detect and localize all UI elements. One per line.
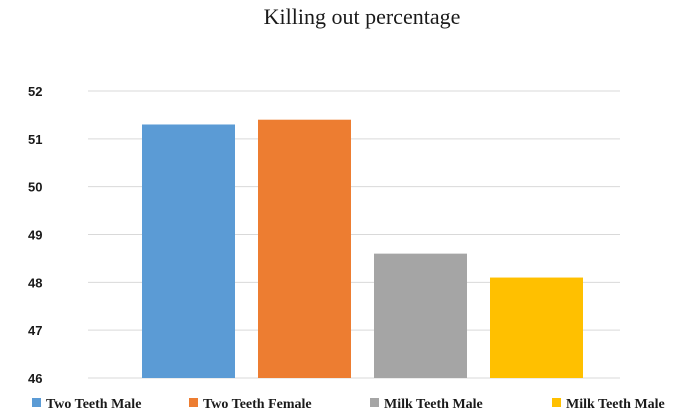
y-tick-label: 52	[28, 84, 42, 99]
legend: Two Teeth Male Two Teeth Female Milk Teeth…	[32, 397, 665, 412]
y-tick-label: 47	[28, 323, 42, 338]
legend-label: Two Teeth Female	[203, 397, 312, 412]
legend-label: Two Teeth Male	[46, 397, 141, 412]
bar	[142, 124, 235, 378]
legend-swatch	[32, 398, 41, 407]
bar	[258, 119, 351, 378]
y-tick-label: 48	[28, 275, 42, 290]
y-tick-label: 46	[28, 371, 42, 386]
legend-swatch	[370, 398, 379, 407]
bar	[374, 253, 467, 378]
legend-label: Milk Teeth Male	[566, 397, 665, 412]
legend-swatch	[552, 398, 561, 407]
y-tick-label: 49	[28, 228, 42, 243]
bars	[142, 119, 583, 378]
chart-title: Killing out percentage	[264, 4, 461, 29]
y-tick-label: 50	[28, 180, 42, 195]
y-axis: 46 47 48 49 50 51 52	[28, 84, 42, 386]
legend-swatch	[189, 398, 198, 407]
y-tick-label: 51	[28, 132, 42, 147]
bar	[490, 277, 583, 378]
legend-label: Milk Teeth Male	[384, 397, 483, 412]
